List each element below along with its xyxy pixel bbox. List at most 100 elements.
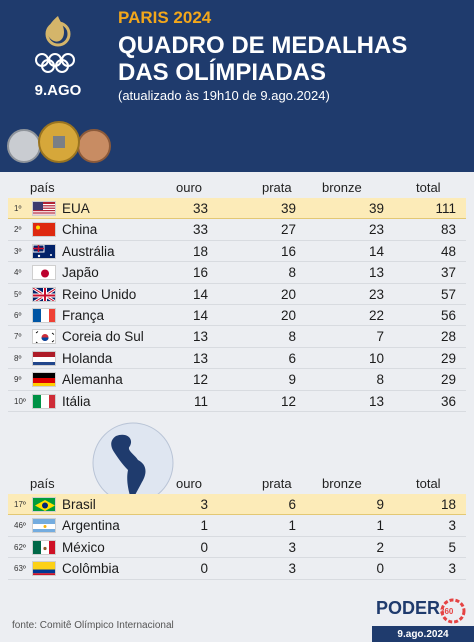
rank-label: 9º xyxy=(14,375,22,385)
table-row: 4º Japão 16 8 13 37 xyxy=(8,262,466,284)
rank-label: 5º xyxy=(14,289,22,299)
gold-count: 33 xyxy=(192,222,208,238)
gold-count: 1 xyxy=(200,518,208,534)
country-name: Reino Unido xyxy=(62,286,137,302)
silver-count: 9 xyxy=(288,372,296,388)
gold-count: 16 xyxy=(192,265,208,281)
col-silver: prata xyxy=(262,476,292,491)
silver-count: 1 xyxy=(288,518,296,534)
gold-count: 3 xyxy=(200,497,208,512)
bronze-count: 10 xyxy=(368,350,384,366)
table-row: 10º Itália 11 12 13 36 xyxy=(8,391,466,412)
country-name: Austrália xyxy=(62,243,115,259)
rank-label: 10º xyxy=(14,396,26,406)
bronze-count: 13 xyxy=(368,393,384,409)
bronze-count: 14 xyxy=(368,243,384,259)
table-row: 17º Brasil 3 6 9 18 xyxy=(8,494,466,516)
col-country: país xyxy=(30,476,55,491)
japan-flag-icon xyxy=(32,265,56,281)
silver-count: 39 xyxy=(280,201,296,216)
france-flag-icon xyxy=(32,308,56,323)
rank-label: 4º xyxy=(14,268,22,278)
col-country: país xyxy=(30,180,55,195)
germany-flag-icon xyxy=(32,372,56,388)
total-count: 3 xyxy=(448,518,456,534)
rank-label: 17º xyxy=(14,500,26,509)
brazil-flag-icon xyxy=(32,497,56,512)
silver-count: 6 xyxy=(288,350,296,366)
table-header-latam: país ouro prata bronze total xyxy=(8,472,466,494)
table-row: 5º Reino Unido 14 20 23 57 xyxy=(8,284,466,305)
bronze-count: 39 xyxy=(368,201,384,216)
header-kicker: PARIS 2024 xyxy=(118,8,212,27)
col-gold: ouro xyxy=(176,180,203,195)
total-count: 48 xyxy=(440,243,456,259)
rank-label: 1º xyxy=(14,204,22,213)
argentina-flag-icon xyxy=(32,518,56,534)
total-count: 29 xyxy=(440,372,456,388)
country-name: México xyxy=(62,539,105,555)
total-count: 111 xyxy=(435,201,456,216)
col-bronze: bronze xyxy=(322,180,362,195)
gold-count: 0 xyxy=(200,561,208,577)
gold-count: 33 xyxy=(192,201,208,216)
table-row: 9º Alemanha 12 9 8 29 xyxy=(8,369,466,391)
update-note: (atualizado às 19h10 de 9.ago.2024) xyxy=(118,88,330,103)
country-name: Colômbia xyxy=(62,561,120,577)
total-count: 83 xyxy=(440,222,456,238)
bronze-count: 8 xyxy=(376,372,384,388)
date-badge: 9.AGO xyxy=(18,76,98,104)
col-bronze: bronze xyxy=(322,476,362,491)
gold-count: 14 xyxy=(192,286,208,302)
bronze-count: 23 xyxy=(368,286,384,302)
netherlands-flag-icon xyxy=(32,350,56,366)
table-row: 63º Colômbia 0 3 0 3 xyxy=(8,558,466,580)
medals-illustration xyxy=(7,121,111,163)
col-total: total xyxy=(416,476,441,491)
gold-count: 13 xyxy=(192,329,208,345)
country-name: Brasil xyxy=(62,497,96,512)
gold-count: 0 xyxy=(200,539,208,555)
silver-count: 16 xyxy=(280,243,296,259)
rank-label: 7º xyxy=(14,332,22,342)
country-name: Argentina xyxy=(62,518,120,534)
table-row: 3º Austrália 18 16 14 48 xyxy=(8,241,466,263)
total-count: 29 xyxy=(440,350,456,366)
total-count: 28 xyxy=(440,329,456,345)
rank-label: 2º xyxy=(14,225,22,235)
usa-flag-icon xyxy=(32,201,56,216)
olympic-flame-icon xyxy=(35,16,75,73)
silver-count: 20 xyxy=(280,308,296,323)
china-flag-icon xyxy=(32,222,56,238)
silver-count: 6 xyxy=(288,497,296,512)
top10-table: 1º EUA 33 39 39 111 2º China 33 27 23 83 3º Austrália… xyxy=(8,198,466,414)
table-header-top10: país ouro prata bronze total xyxy=(8,176,466,198)
table-row: 46º Argentina 1 1 1 3 xyxy=(8,515,466,537)
bronze-count: 2 xyxy=(376,539,384,555)
country-name: Alemanha xyxy=(62,372,123,388)
silver-count: 27 xyxy=(280,222,296,238)
gold-count: 18 xyxy=(192,243,208,259)
bronze-count: 23 xyxy=(368,222,384,238)
rank-label: 3º xyxy=(14,246,22,256)
page-title: QUADRO DE MEDALHAS DAS OLÍMPIADAS xyxy=(118,32,408,86)
rank-label: 8º xyxy=(14,353,22,363)
uk-flag-icon xyxy=(32,286,56,302)
gold-count: 14 xyxy=(192,308,208,323)
table-row: 7º Coreia do Sul 13 8 7 28 xyxy=(8,326,466,348)
bronze-count: 22 xyxy=(368,308,384,323)
brand-sub: 360 xyxy=(440,607,454,616)
header-banner: 9.AGO PARIS 2024 QUADRO DE MEDALHAS DAS … xyxy=(0,0,474,172)
col-gold: ouro xyxy=(176,476,203,491)
country-name: Itália xyxy=(62,393,91,409)
latam-table: 17º Brasil 3 6 9 18 46º Argentina 1 1 1 3 62º México 0… xyxy=(8,494,466,582)
table-row: 2º China 33 27 23 83 xyxy=(8,219,466,241)
italy-flag-icon xyxy=(32,393,56,409)
silver-count: 3 xyxy=(288,561,296,577)
bronze-count: 0 xyxy=(376,561,384,577)
rank-label: 6º xyxy=(14,311,22,320)
country-name: Coreia do Sul xyxy=(62,329,144,345)
brand-logo: PODER360 xyxy=(376,598,453,619)
total-count: 5 xyxy=(448,539,456,555)
gold-count: 11 xyxy=(193,393,208,409)
